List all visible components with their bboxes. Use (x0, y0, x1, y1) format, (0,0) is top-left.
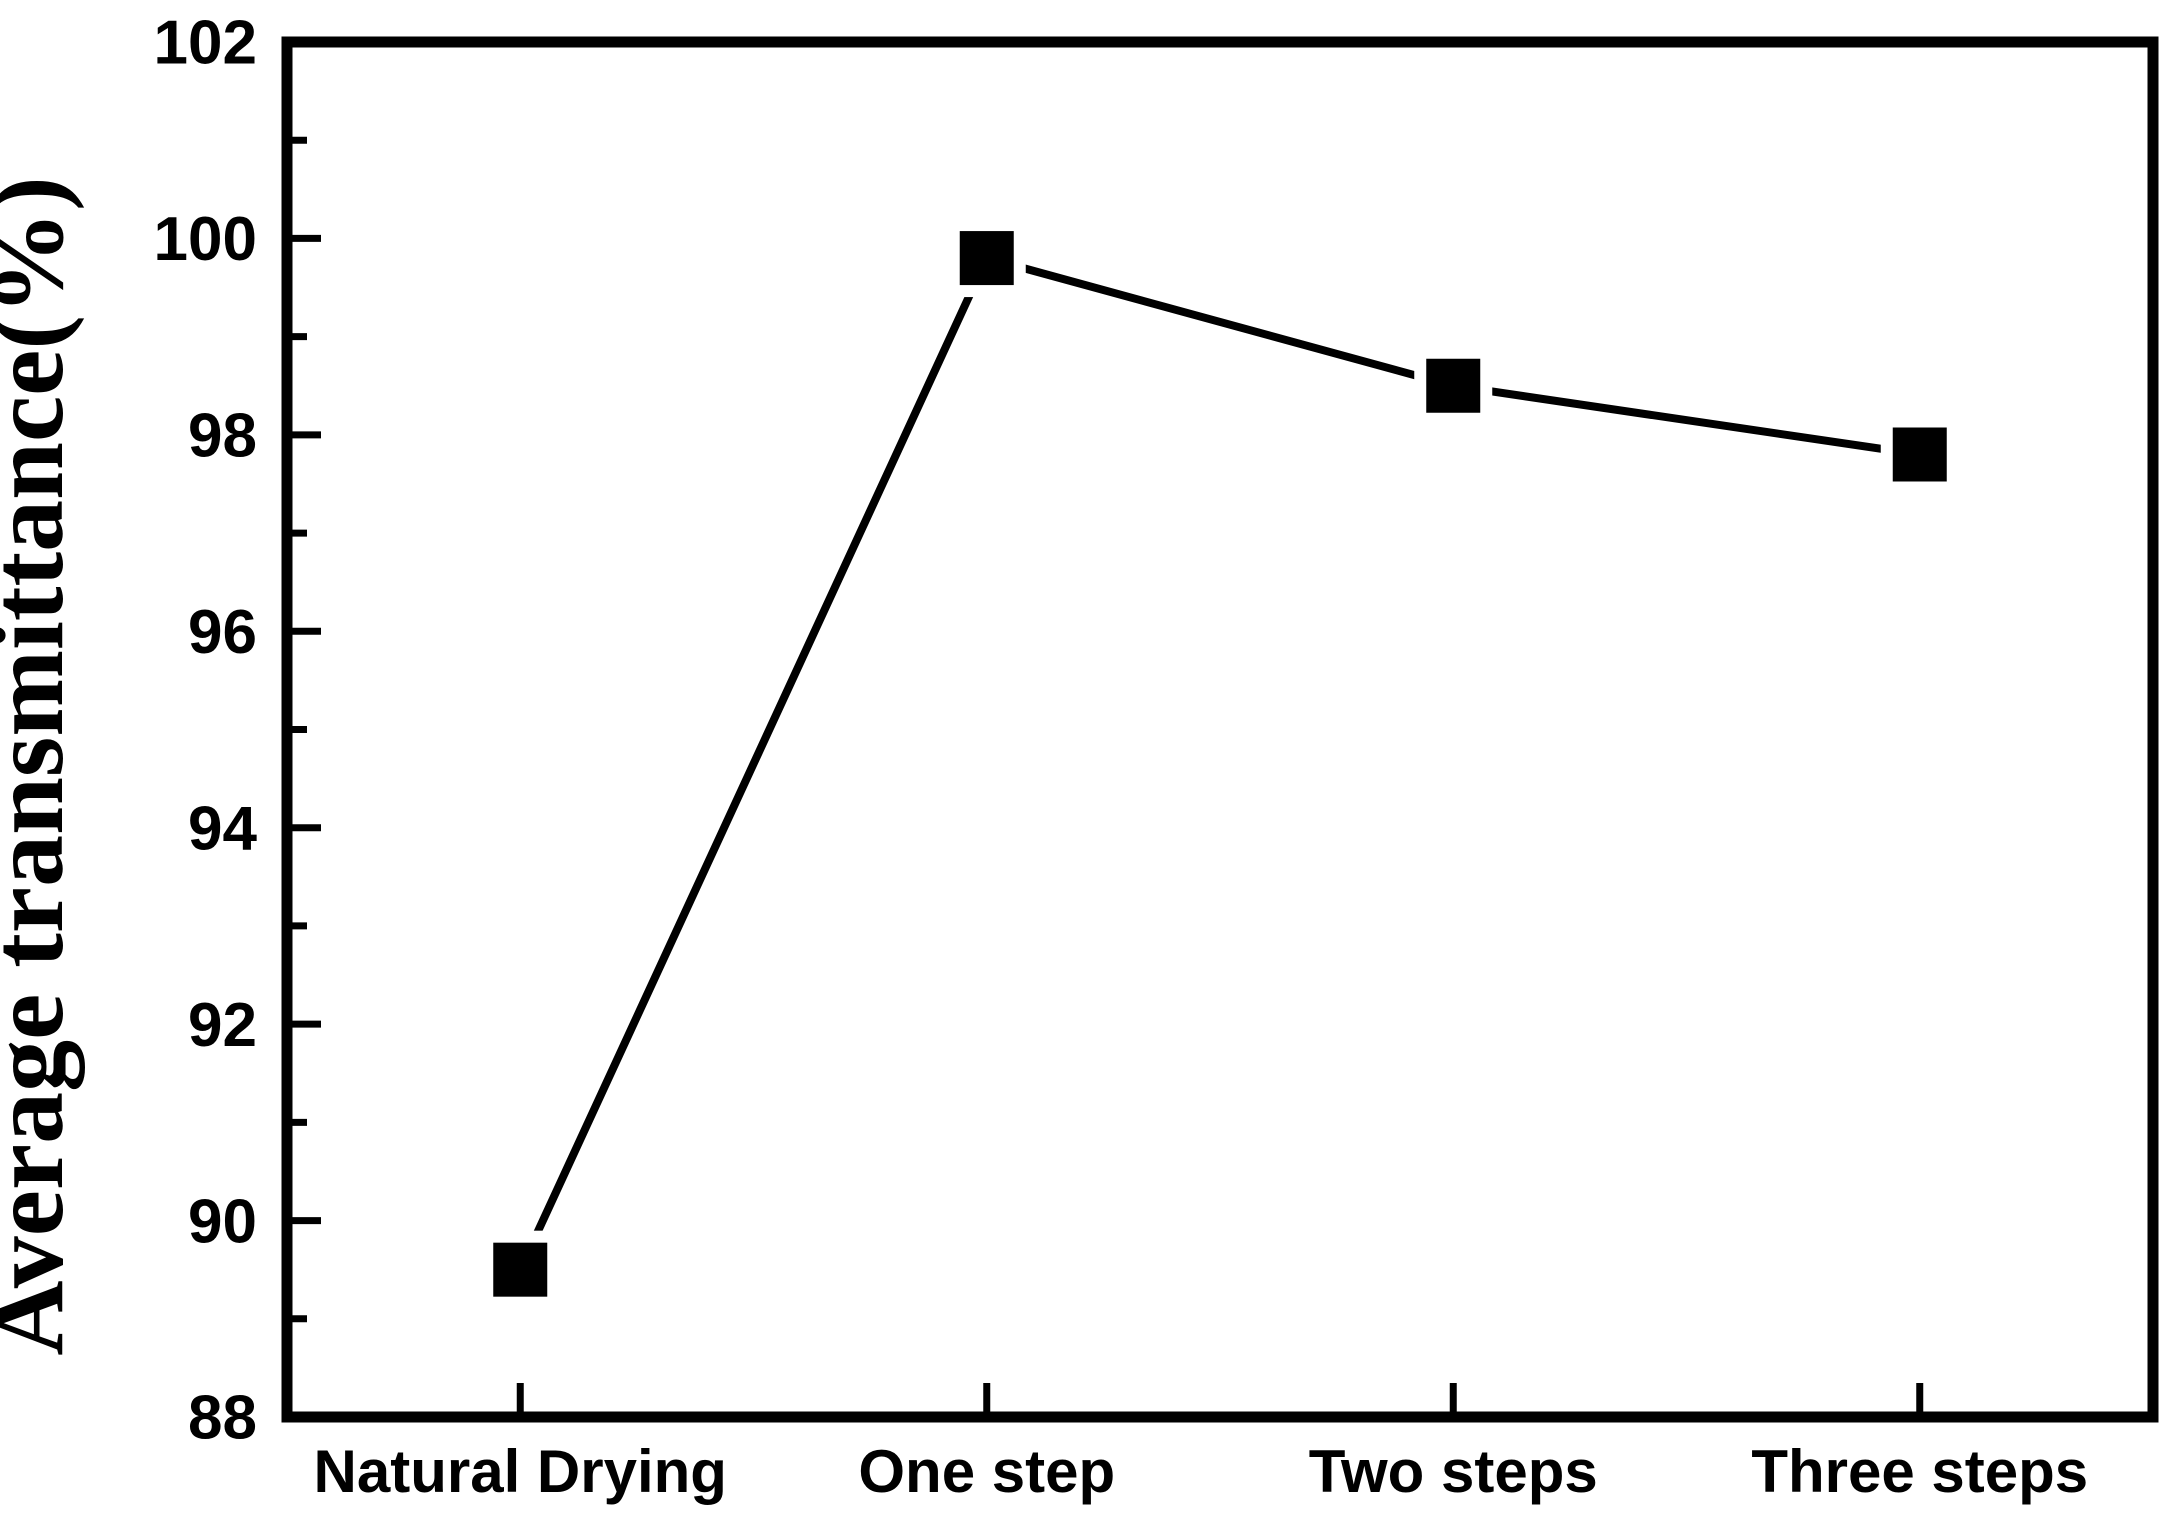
x-tick-label: Natural Drying (314, 1438, 727, 1505)
y-tick-label: 100 (154, 205, 257, 274)
y-axis: 88 90 92 94 96 98 100 102 (154, 9, 321, 1453)
y-tick-label: 94 (188, 794, 257, 863)
y-tick-label: 92 (188, 991, 257, 1060)
y-tick-label: 88 (188, 1384, 257, 1453)
plot-frame-rect (281, 36, 2159, 1423)
data-point-marker (493, 1242, 548, 1297)
y-tick-label: 90 (188, 1187, 257, 1256)
y-tick-label: 98 (188, 402, 257, 471)
data-point-marker (1426, 358, 1481, 413)
x-tick-label: Two steps (1309, 1438, 1598, 1505)
y-tick-label: 102 (154, 9, 257, 78)
data-line (516, 253, 1921, 1272)
data-point-marker (1892, 427, 1947, 482)
x-tick-label: One step (858, 1438, 1115, 1505)
plot-frame (281, 36, 2159, 1423)
y-tick-label: 96 (188, 598, 257, 667)
x-axis: Natural Drying One step Two steps Three ste… (314, 1383, 2088, 1505)
data-series (481, 219, 1959, 1309)
y-axis-title: Average transmittance(%) (0, 176, 85, 1355)
x-tick-label: Three steps (1751, 1438, 2088, 1505)
data-point-marker (959, 231, 1014, 286)
